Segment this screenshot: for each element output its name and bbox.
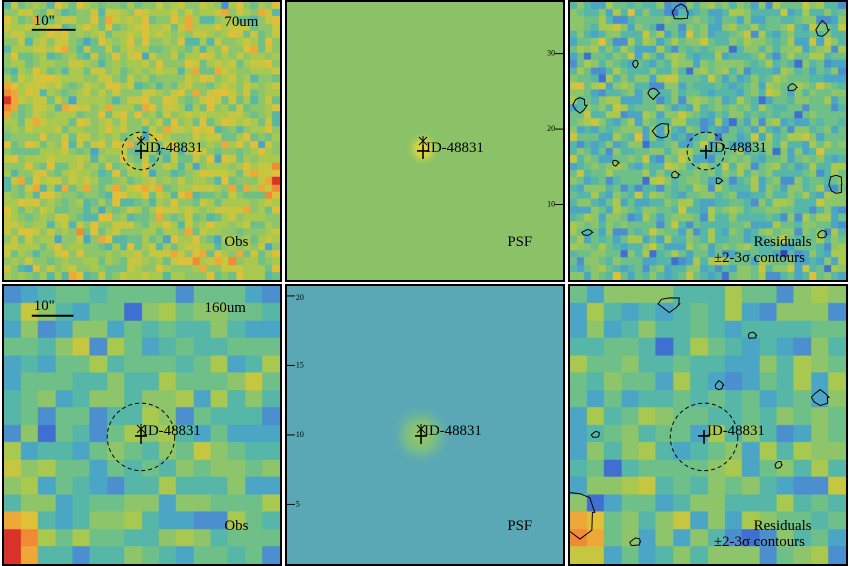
source-cross-icon	[135, 144, 147, 159]
residual-contours	[570, 297, 831, 547]
contour-line	[581, 228, 595, 236]
source-id-label: ID-48831	[707, 423, 765, 439]
residual-label: Residuals	[754, 234, 812, 250]
contour-line	[787, 82, 798, 92]
source-cross-icon	[698, 429, 710, 444]
source-id-label: ID-48831	[709, 140, 767, 156]
source-id-label: ID-48831	[424, 423, 482, 439]
psf-label: PSF	[507, 518, 532, 534]
prior-star-icon	[416, 424, 426, 434]
psf-overlay-160um: ID-48831 PSF 5 10 15 20	[287, 293, 532, 534]
aperture-circle	[121, 131, 161, 171]
contour-line	[612, 159, 621, 167]
contour-line	[590, 430, 600, 438]
psf-tick-label: 20	[296, 293, 304, 302]
residual-contours	[572, 3, 843, 239]
psf-overlay-70um: ID-48831 PSF 10 20 30	[405, 49, 563, 250]
psf-tick-label: 10	[547, 200, 555, 209]
psf-tick-label: 20	[547, 124, 555, 133]
contour-line	[671, 170, 682, 179]
band-label: 160um	[205, 300, 247, 316]
obs-overlay-70um: 10" 70um ID-48831 Obs	[31, 13, 259, 250]
residual-panel-160um: ID-48831 Residuals ±2-3σ contours	[568, 284, 848, 566]
residual-panel-70um: ID-48831 Residuals ±2-3σ contours	[568, 0, 848, 282]
contour-line	[714, 379, 725, 391]
aperture-circle	[686, 131, 726, 171]
source-id-label: ID-48831	[426, 140, 484, 156]
residual-overlay-70um: ID-48831 Residuals ±2-3σ contours	[572, 3, 843, 266]
prior-star-icon	[418, 136, 428, 146]
residual-map-160um	[570, 286, 846, 564]
residual-label: Residuals	[754, 518, 812, 534]
contour-line	[570, 492, 596, 540]
contour-label: ±2-3σ contours	[714, 250, 805, 266]
contour-line	[657, 297, 681, 314]
obs-map-160um	[4, 286, 280, 564]
contour-line	[810, 388, 831, 407]
contour-line	[651, 123, 670, 139]
obs-overlay-160um: 10" 160um ID-48831 Obs	[31, 298, 249, 534]
obs-label: Obs	[224, 518, 248, 534]
contour-line	[647, 87, 661, 101]
contour-line	[828, 174, 843, 194]
psf-tick-label: 30	[547, 49, 555, 58]
psf-label: PSF	[507, 234, 532, 250]
psf-tick-label: 10	[296, 430, 304, 439]
psf-tick-label: 15	[296, 360, 304, 369]
aperture-circle	[669, 402, 739, 472]
prior-star-icon	[136, 424, 146, 434]
source-id-label: ID-48831	[143, 423, 201, 439]
aperture-circle	[106, 402, 176, 472]
contour-line	[747, 331, 758, 339]
contour-label: ±2-3σ contours	[714, 534, 805, 550]
contour-line	[815, 19, 831, 37]
contour-line	[572, 97, 589, 114]
scale-bar-label: 10"	[34, 13, 55, 29]
scale-bar-label: 10"	[34, 298, 55, 314]
psf-axis-ticks: 10 20 30	[547, 49, 563, 209]
contour-line	[671, 3, 689, 20]
contour-line	[629, 537, 642, 547]
psf-panel-70um: ID-48831 PSF 10 20 30	[285, 0, 565, 282]
obs-panel-70um: 10" 70um ID-48831 Obs	[2, 0, 282, 282]
residual-map-70um	[570, 2, 846, 280]
source-cross-icon	[417, 144, 429, 159]
psf-axis-ticks: 5 10 15 20	[287, 293, 304, 508]
contour-line	[715, 177, 724, 185]
band-label: 70um	[224, 14, 258, 30]
obs-panel-160um: 10" 160um ID-48831 Obs	[2, 284, 282, 566]
source-cross-icon	[700, 144, 712, 159]
contour-line	[774, 460, 783, 469]
obs-label: Obs	[224, 234, 248, 250]
psf-panel-160um: ID-48831 PSF 5 10 15 20	[285, 284, 565, 566]
contour-line	[817, 229, 828, 239]
prior-star-icon	[136, 136, 146, 146]
psf-tick-label: 5	[296, 499, 300, 508]
contour-line	[631, 59, 639, 69]
residual-overlay-160um: ID-48831 Residuals ±2-3σ contours	[570, 297, 831, 550]
source-id-label: ID-48831	[145, 140, 203, 156]
obs-map-70um	[4, 2, 280, 280]
